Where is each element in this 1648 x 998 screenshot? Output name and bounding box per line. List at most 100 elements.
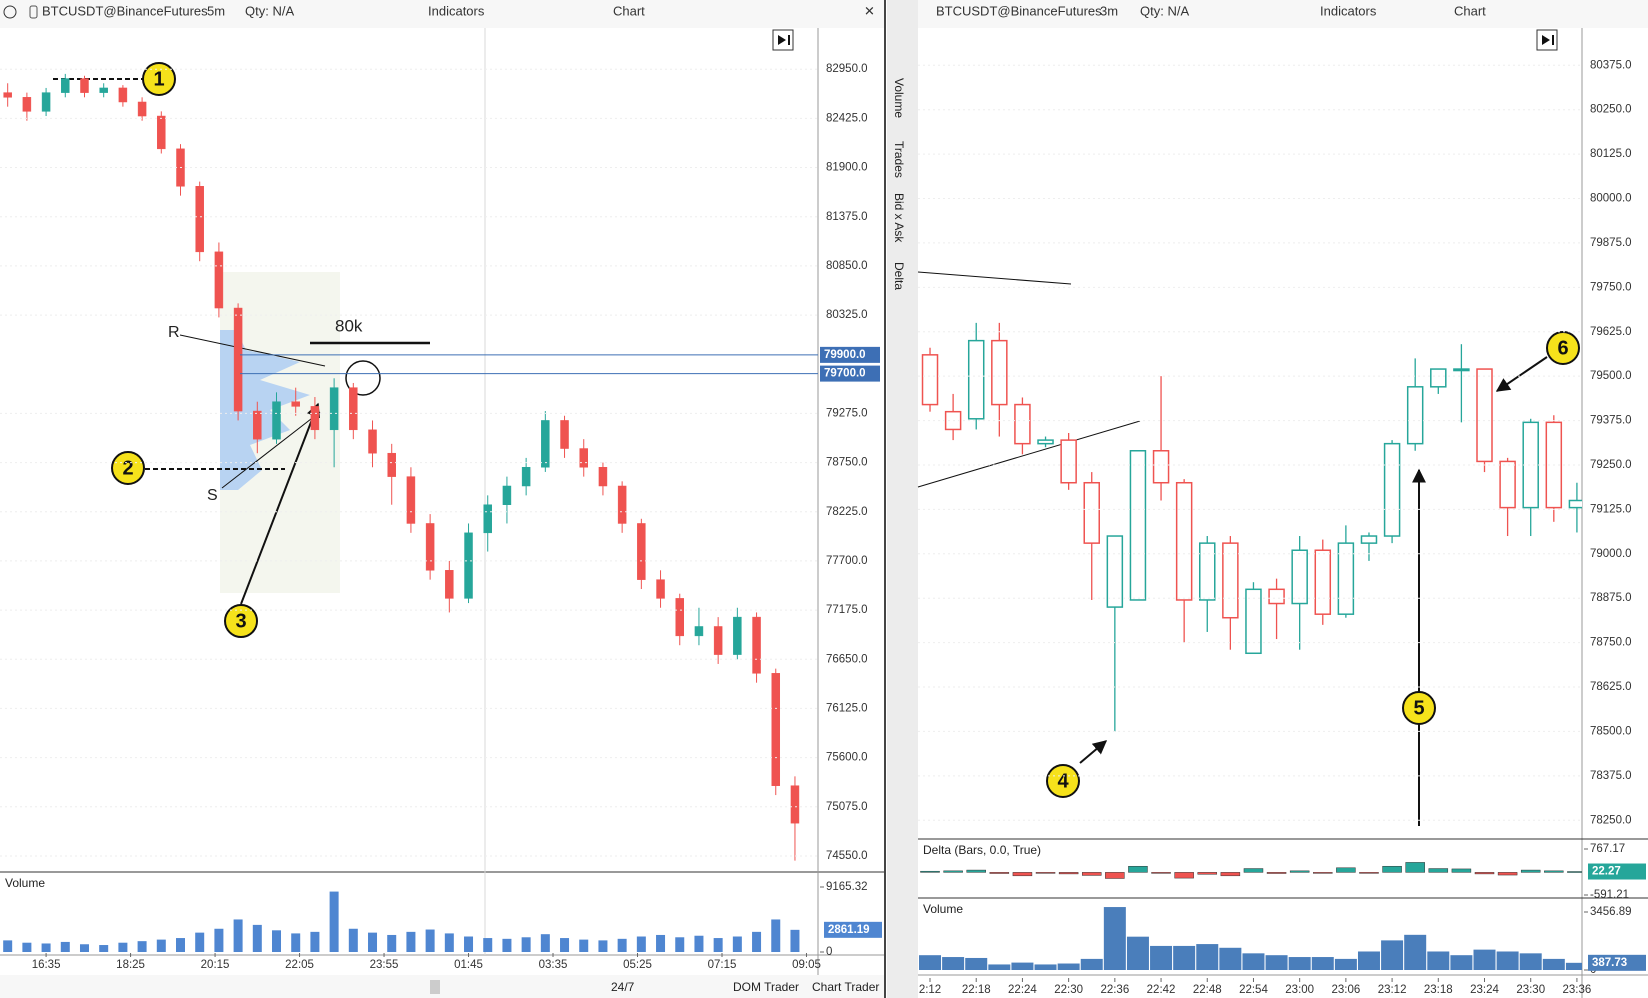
x-tick-label: 03:35: [539, 959, 568, 971]
bar: [694, 935, 704, 952]
bar: [272, 930, 282, 952]
x-tick-label: 16:35: [32, 959, 61, 971]
symbol[interactable]: BTCUSDT@BinanceFutures: [42, 3, 208, 18]
scroll-end-icon: [778, 35, 790, 45]
candle-body: [1199, 542, 1216, 601]
scrollbar-thumb[interactable]: [430, 980, 440, 994]
y-tick-label: 79275.0: [826, 407, 868, 419]
bar: [1496, 951, 1519, 970]
bar: [1174, 872, 1194, 879]
candle-body: [1430, 368, 1447, 388]
chart-trader-button[interactable]: Chart Trader: [812, 980, 879, 994]
y-tick-label: 80850.0: [826, 260, 868, 272]
bar: [1196, 944, 1219, 970]
trend-line: [917, 420, 1141, 488]
candle-body: [1406, 386, 1424, 445]
candle-body: [1360, 535, 1378, 544]
bar: [1243, 868, 1264, 873]
bar: [1242, 953, 1265, 970]
candle-body: [1337, 542, 1355, 615]
bar: [175, 938, 185, 952]
bar: [1081, 872, 1102, 876]
bar: [310, 931, 320, 952]
app-icon[interactable]: [3, 5, 17, 19]
x-tick-label: 2:12: [919, 984, 941, 996]
bar: [1288, 957, 1311, 970]
side-tab[interactable]: Volume: [892, 78, 906, 118]
candle-body: [967, 339, 985, 420]
candle-body: [694, 626, 704, 637]
x-tick-label: 20:15: [201, 959, 230, 971]
axes: 82950.0 82425.0 81900.0 81375.0 80850.0 80325…: [0, 59, 1646, 996]
bar: [521, 937, 531, 952]
session[interactable]: 24/7: [611, 980, 635, 994]
highlight-circle: [345, 360, 381, 396]
timeframe[interactable]: 3m: [1100, 3, 1118, 18]
y-tick-label: 80375.0: [1590, 59, 1632, 71]
side-tab[interactable]: Trades: [892, 141, 906, 178]
quantity[interactable]: Qty: N/A: [245, 3, 294, 18]
indicators-button[interactable]: Indicators: [1320, 3, 1377, 18]
close-button[interactable]: ✕: [864, 3, 875, 18]
bar: [118, 942, 128, 952]
side-tab[interactable]: Delta: [892, 262, 906, 290]
x-tick-label: 23:36: [1563, 984, 1592, 996]
candle-body: [675, 598, 684, 637]
bar: [919, 955, 942, 970]
candle-body: [1291, 549, 1308, 605]
marker-label: 1: [153, 68, 164, 90]
marker: 6: [1546, 331, 1580, 365]
candle-body: [464, 532, 473, 599]
bar: [252, 924, 262, 952]
right-toolbar: [918, 0, 1648, 28]
bar: [1151, 872, 1171, 874]
bar: [1126, 936, 1149, 970]
y-tick-label: 78225.0: [826, 506, 868, 518]
candle-body: [921, 354, 939, 406]
candle-body: [617, 485, 627, 524]
last-value-box: [1588, 863, 1646, 880]
candle-body: [637, 523, 646, 580]
candle-body: [541, 420, 550, 468]
y-tick-label: 78875.0: [1590, 592, 1632, 604]
quantity[interactable]: Qty: N/A: [1140, 3, 1189, 18]
candle-body: [387, 452, 396, 477]
candle-body: [3, 92, 12, 98]
x-tick-label: 05:25: [623, 959, 652, 971]
bar: [989, 872, 1010, 874]
y-tick-label: 80325.0: [826, 309, 868, 321]
dom-trader-button[interactable]: DOM Trader: [733, 980, 799, 994]
candle-body: [291, 401, 300, 407]
candle-body: [253, 410, 262, 440]
last-value-label: 22.27: [1592, 866, 1621, 878]
bar: [1080, 958, 1103, 970]
candle-body: [1129, 450, 1147, 601]
bar: [1058, 872, 1079, 875]
bar: [233, 919, 243, 952]
scroll-end-icon: [1542, 35, 1554, 45]
candle-body: [733, 616, 742, 655]
symbol[interactable]: BTCUSDT@BinanceFutures: [936, 3, 1102, 18]
timeframe[interactable]: 5m: [207, 3, 225, 18]
candle-body: [157, 115, 166, 150]
y-tick-label: 75600.0: [826, 752, 868, 764]
y-tick-label: 76125.0: [826, 702, 868, 714]
candle-body: [713, 626, 723, 655]
candle-body: [1268, 588, 1285, 605]
symbol-icon[interactable]: [29, 5, 38, 19]
side-tab[interactable]: Bid x Ask: [892, 193, 906, 243]
marker: 5: [1402, 691, 1436, 725]
level-label: 79700.0: [824, 368, 866, 380]
bar: [1381, 940, 1404, 970]
x-tick-label: 22:54: [1239, 984, 1268, 996]
y-tick-label: 77175.0: [826, 604, 868, 616]
indicators-button[interactable]: Indicators: [428, 3, 485, 18]
bar: [60, 941, 70, 952]
y-tick-label: 78750.0: [826, 457, 868, 469]
bar: [1105, 872, 1125, 879]
y-tick-label: 79500.0: [1590, 370, 1632, 382]
candle-body: [1060, 439, 1077, 484]
marker-label: 5: [1413, 697, 1424, 719]
resistance-line: [179, 334, 326, 367]
bar: [579, 939, 589, 952]
